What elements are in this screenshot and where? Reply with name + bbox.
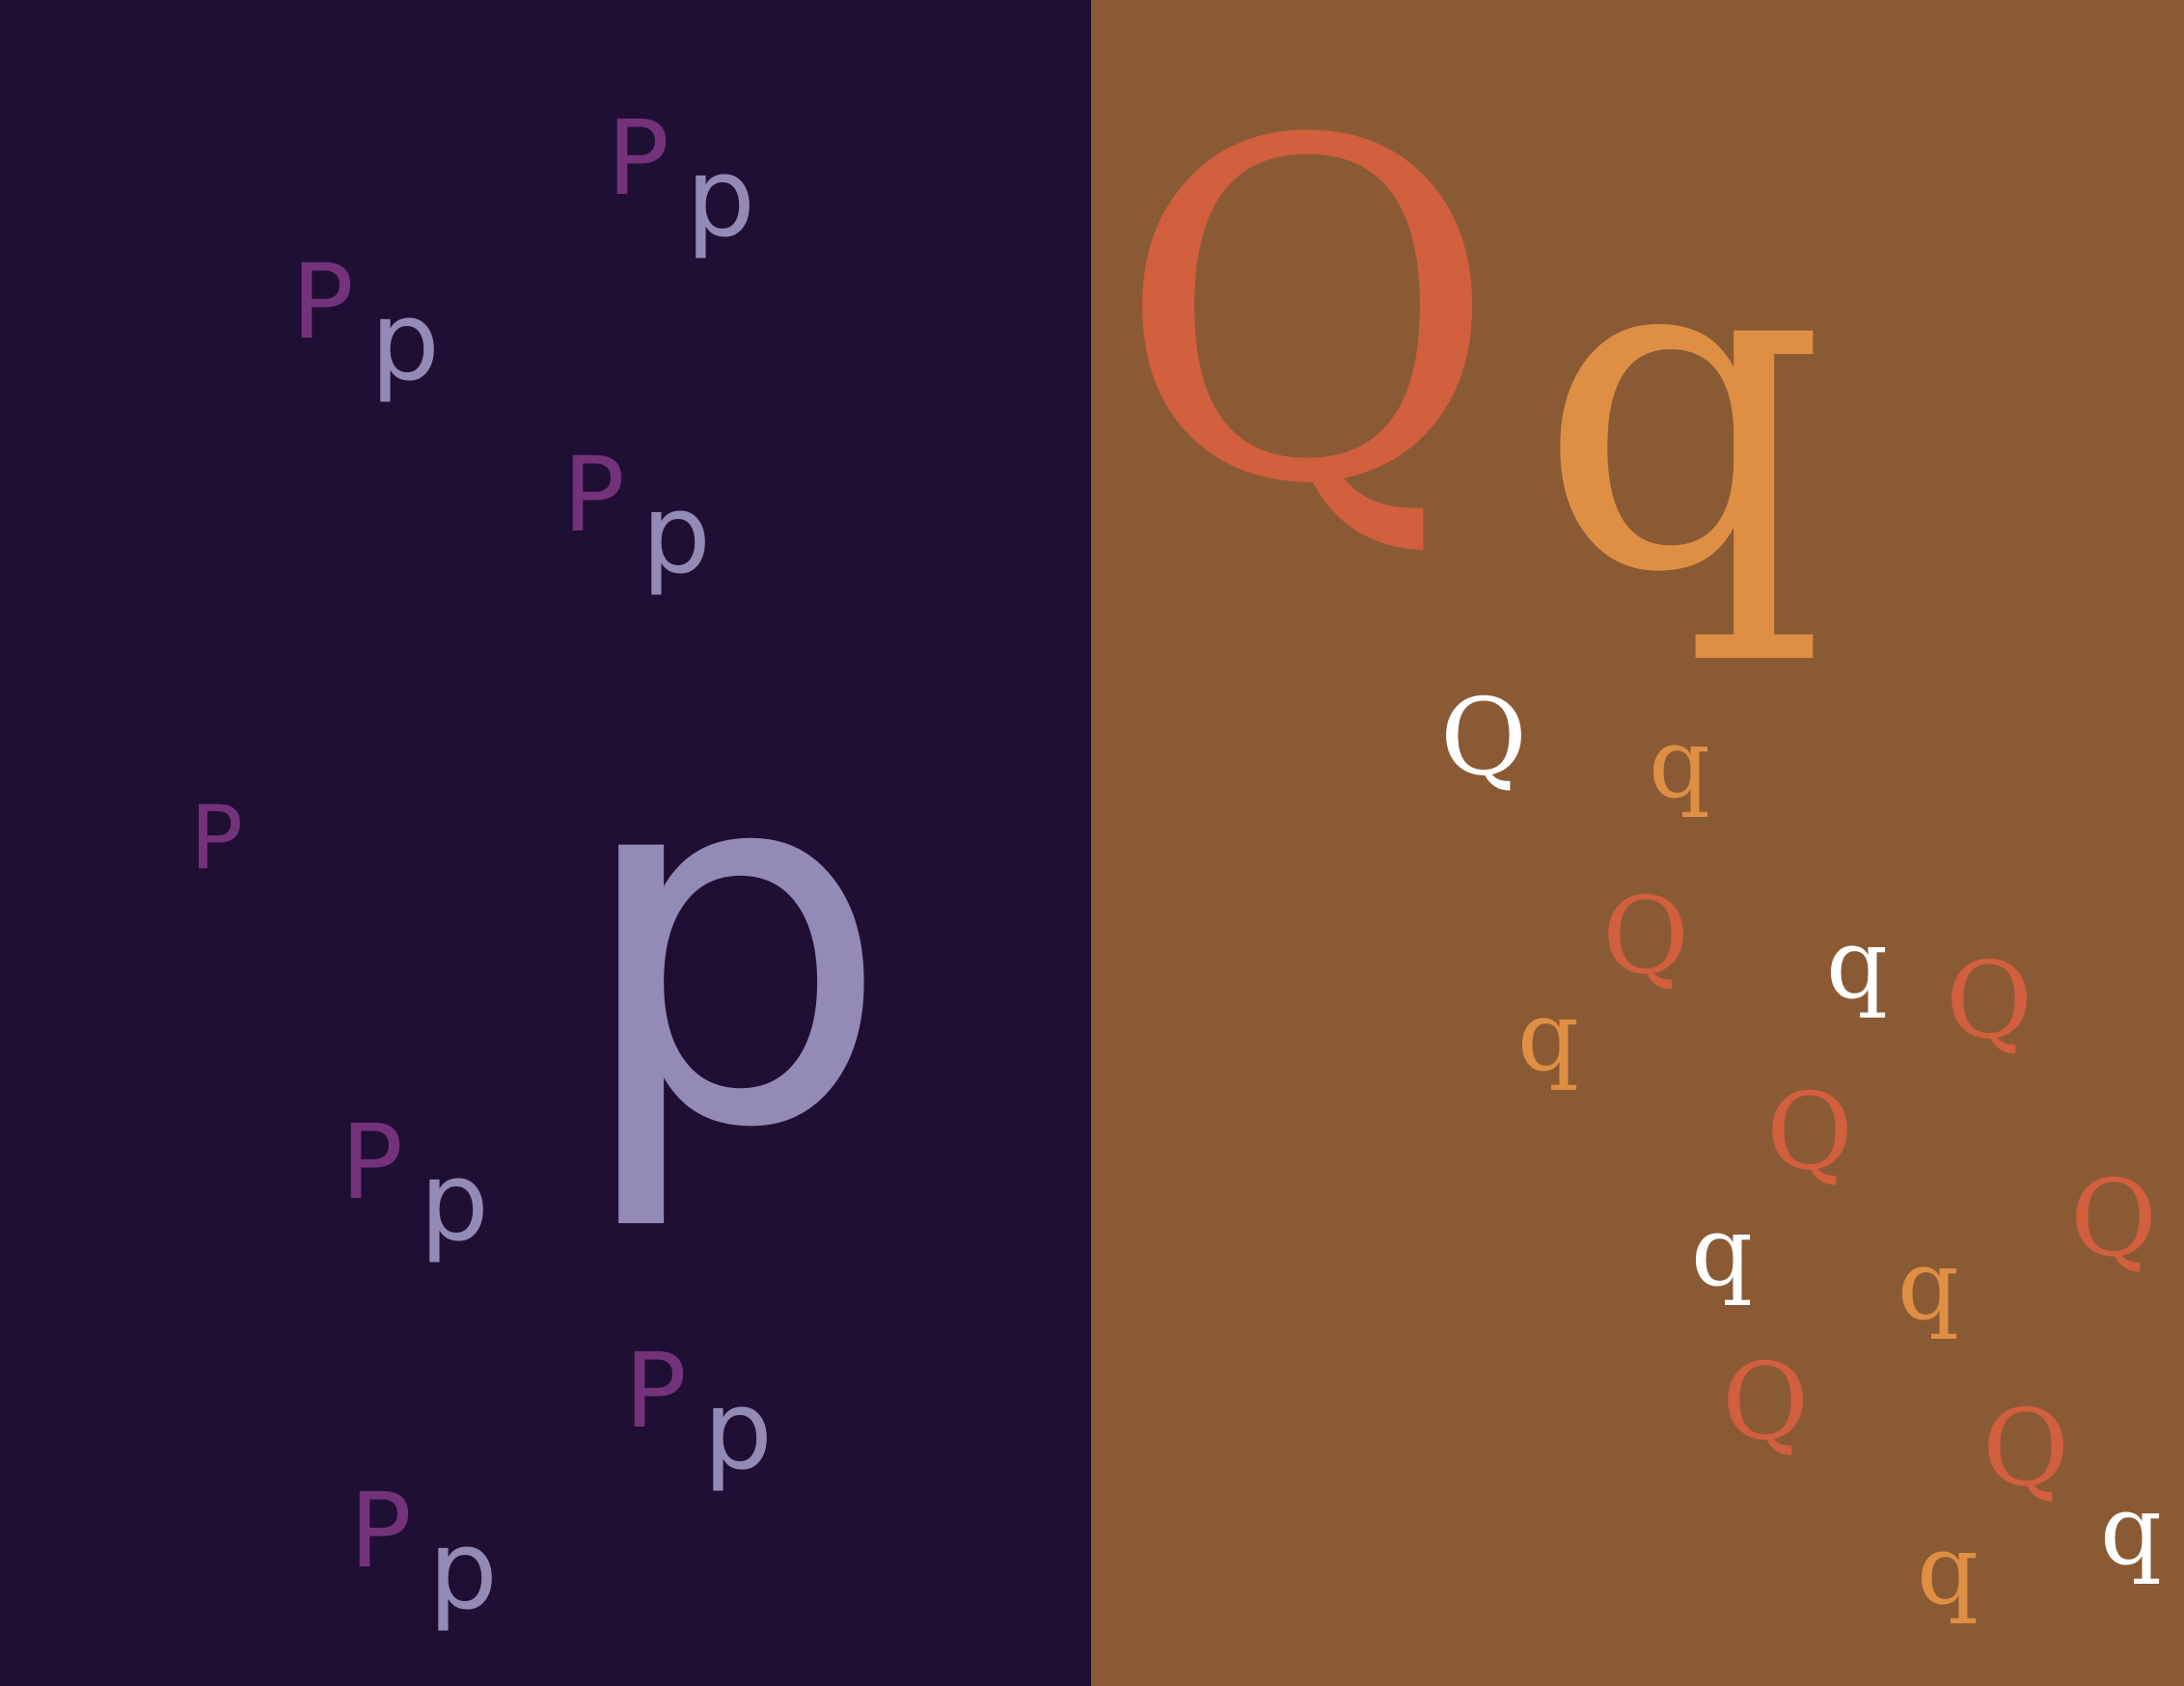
small-uppercase-p: P — [291, 243, 354, 363]
hero-lowercase-p: p — [572, 653, 892, 1237]
small-uppercase-q: Q — [2070, 1156, 2157, 1281]
hero-uppercase-p: P — [190, 786, 243, 890]
small-lowercase-q: q — [1649, 707, 1710, 821]
small-lowercase-q: q — [2100, 1474, 2162, 1588]
small-uppercase-q: Q — [1982, 1386, 2069, 1510]
small-uppercase-q: Q — [1722, 1340, 1809, 1464]
small-uppercase-q: Q — [1440, 675, 1527, 800]
small-lowercase-q: q — [1517, 980, 1579, 1094]
small-lowercase-q: q — [1917, 1513, 1979, 1627]
q-panel: Q q Q q Q q Q q Q q Q q Q Q q q — [1091, 0, 2184, 1686]
small-uppercase-p: P — [607, 99, 669, 219]
small-uppercase-p: P — [624, 1332, 687, 1452]
small-lowercase-q: q — [1897, 1229, 1959, 1343]
hero-lowercase-q: q — [1538, 146, 1826, 671]
small-lowercase-p: p — [703, 1367, 773, 1495]
small-uppercase-p: P — [349, 1472, 412, 1591]
small-lowercase-p: p — [642, 471, 711, 599]
small-uppercase-q: Q — [1766, 1070, 1853, 1194]
small-lowercase-q: q — [1691, 1195, 1753, 1309]
small-lowercase-p: p — [686, 134, 755, 262]
small-lowercase-p: p — [370, 278, 440, 406]
hero-uppercase-q: Q — [1116, 42, 1498, 585]
small-lowercase-q: q — [1826, 908, 1888, 1021]
small-uppercase-p: P — [341, 1103, 403, 1223]
small-lowercase-p: p — [420, 1138, 489, 1266]
small-lowercase-p: p — [428, 1507, 498, 1635]
small-uppercase-q: Q — [1946, 938, 2033, 1063]
small-uppercase-q: Q — [1602, 874, 1689, 998]
small-uppercase-p: P — [562, 436, 625, 556]
p-panel: P p P p P p P p P p P p P p — [0, 0, 1091, 1686]
